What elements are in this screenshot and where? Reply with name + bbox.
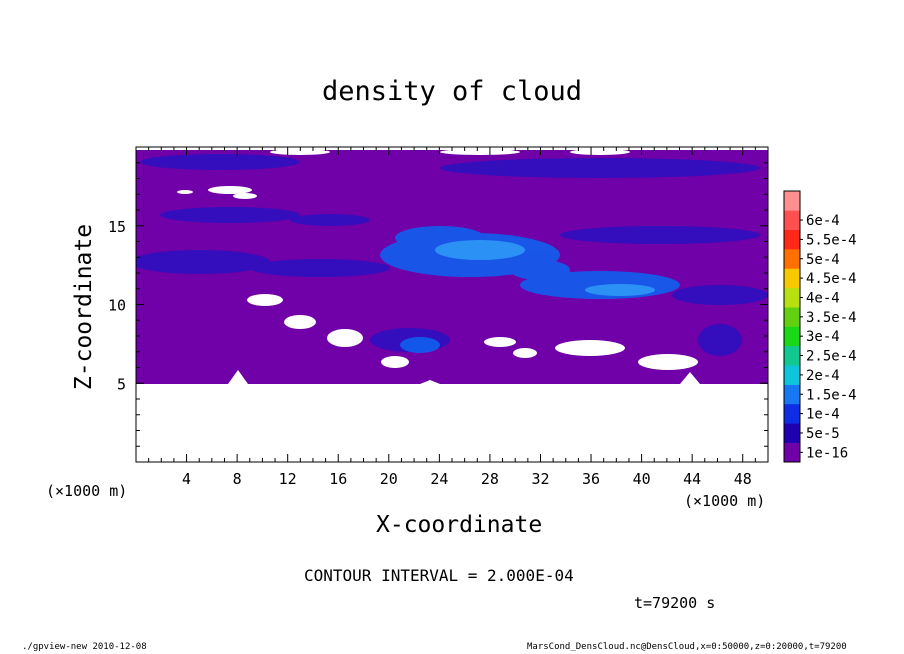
density-field — [136, 147, 768, 462]
colorbar-label: 5e-4 — [806, 252, 840, 268]
x-tick-label: 20 — [380, 470, 398, 488]
colorbar-labels: 1e-16 5e-5 1e-4 1.5e-4 2e-4 2.5e-4 3e-4 3.5e-4 4… — [806, 213, 857, 461]
x-tick-label: 24 — [430, 470, 448, 488]
cloud-core-bright — [435, 240, 655, 296]
y-ticks — [136, 162, 768, 447]
colorbar-label: 5e-5 — [806, 426, 840, 442]
colorbar-label: 1e-16 — [806, 445, 848, 461]
colorbar-segment — [784, 229, 800, 250]
y-tick-label: 15 — [108, 218, 126, 236]
colorbar-frame — [783, 190, 801, 463]
colorbar-segment — [784, 403, 800, 424]
colorbar-segment — [784, 423, 800, 443]
x-unit-label-right: (×1000 m) — [684, 492, 766, 510]
colorbar-segment — [784, 210, 800, 231]
colorbar-segment — [784, 249, 800, 269]
colorbar-label: 1.5e-4 — [806, 387, 857, 403]
x-axis-label: X-coordinate — [376, 512, 543, 538]
x-tick-label: 16 — [329, 470, 347, 488]
x-tick-label: 28 — [481, 470, 499, 488]
colorbar-segment — [784, 191, 800, 211]
colorbar-label: 1e-4 — [806, 407, 840, 423]
x-ticks — [148, 147, 756, 462]
colorbar-label: 3.5e-4 — [806, 310, 857, 326]
colorbar-segment — [784, 442, 800, 463]
colorbar-label: 2e-4 — [806, 368, 840, 384]
colorbar-label: 6e-4 — [806, 213, 840, 229]
colorbar-segment — [784, 345, 800, 366]
x-tick-label: 12 — [279, 470, 297, 488]
colorbar-segment — [784, 365, 800, 385]
x-unit-label-left: (×1000 m) — [46, 482, 128, 500]
colorbar-segment — [784, 384, 800, 405]
footer-program-info: ./gpview-new 2010-12-08 — [22, 642, 147, 652]
cloud-bands-dark — [136, 154, 768, 356]
colorbar-segment — [784, 287, 800, 308]
y-tick-labels: 5 10 15 — [108, 218, 126, 394]
colorbar-segment — [784, 326, 800, 347]
colorbar-segment — [784, 307, 800, 327]
colorbar — [783, 190, 803, 463]
x-tick-label: 44 — [683, 470, 701, 488]
colorbar-segment — [784, 268, 800, 289]
x-tick-label: 8 — [233, 470, 242, 488]
plot-axes — [135, 146, 769, 463]
colorbar-label: 5.5e-4 — [806, 232, 857, 248]
footer-data-source: MarsCond_DensCloud.nc@DensCloud,x=0:5000… — [527, 642, 847, 652]
x-tick-label: 4 — [182, 470, 191, 488]
colorbar-label: 4.5e-4 — [806, 271, 857, 287]
y-axis-label: Z-coordinate — [71, 223, 97, 391]
x-tick-label: 48 — [734, 470, 752, 488]
x-tick-labels: 4 8 12 16 20 24 28 32 36 40 44 48 — [182, 470, 752, 488]
cloud-gaps — [177, 149, 698, 370]
y-tick-label: 10 — [108, 297, 126, 315]
colorbar-label: 2.5e-4 — [806, 349, 857, 365]
colorbar-label: 4e-4 — [806, 290, 840, 306]
x-tick-label: 40 — [633, 470, 651, 488]
chart-title: density of cloud — [321, 76, 583, 107]
contour-interval-text: CONTOUR INTERVAL = 2.000E-04 — [304, 566, 574, 585]
x-tick-label: 36 — [582, 470, 600, 488]
time-label: t=79200 s — [634, 594, 716, 612]
x-tick-label: 32 — [531, 470, 549, 488]
colorbar-label: 3e-4 — [806, 329, 840, 345]
y-tick-label: 5 — [117, 375, 126, 393]
